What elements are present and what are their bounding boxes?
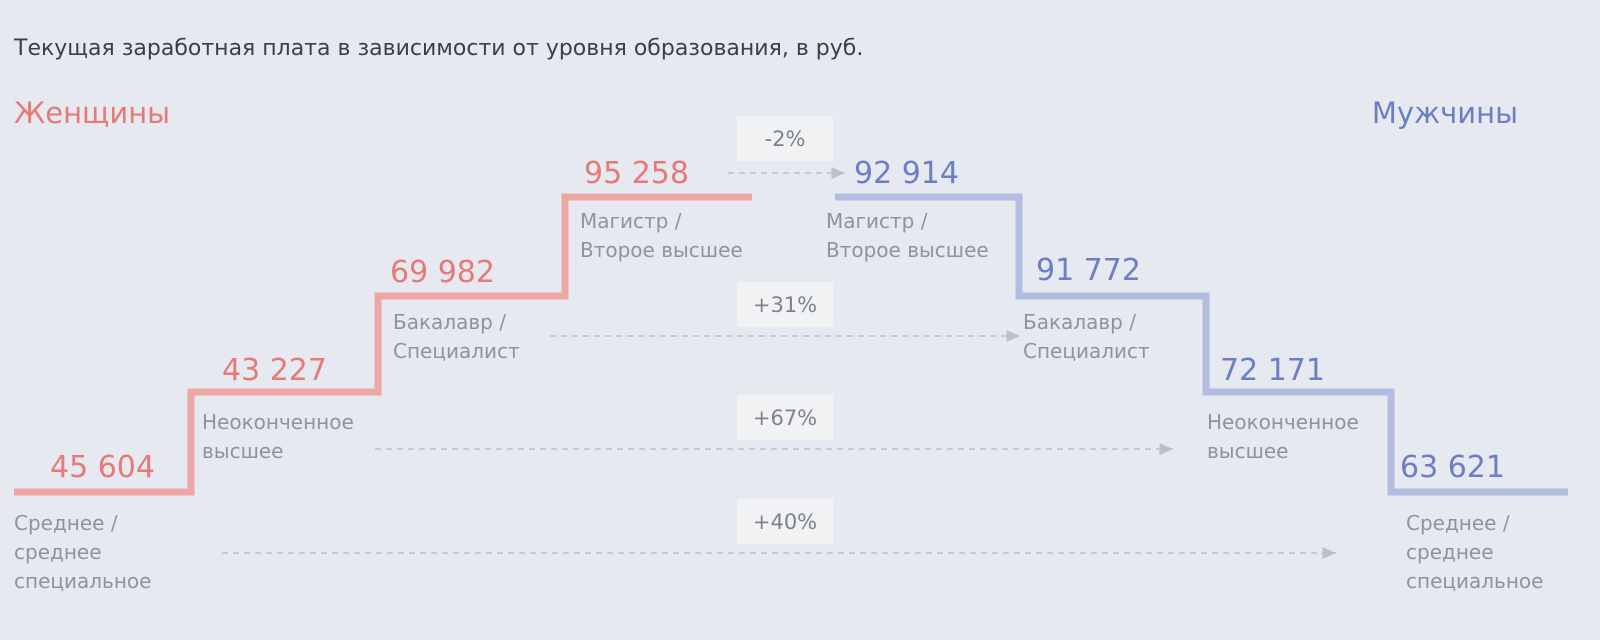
women-category-label: Среднее / среднее специальное bbox=[14, 511, 151, 593]
difference-badge bbox=[737, 116, 833, 161]
men-series-label: Мужчины bbox=[1371, 96, 1518, 130]
women-category-label: Неоконченное высшее bbox=[202, 410, 354, 463]
women-value-label: 45 604 bbox=[50, 450, 155, 485]
women-step-line bbox=[14, 193, 752, 496]
chart-title: Текущая заработная плата в зависимости о… bbox=[14, 36, 864, 61]
women-value-label: 69 982 bbox=[390, 255, 495, 290]
men-category-label: Магистр / Второе высшее bbox=[826, 209, 989, 262]
difference-label: +40% bbox=[753, 510, 817, 534]
men-category-label: Среднее / среднее специальное bbox=[1406, 511, 1543, 593]
men-value-label: 92 914 bbox=[854, 156, 959, 191]
men-value-label: 63 621 bbox=[1400, 450, 1505, 485]
men-step-line bbox=[835, 193, 1568, 496]
women-category-label: Магистр / Второе высшее bbox=[580, 209, 743, 262]
difference-label: -2% bbox=[765, 127, 806, 151]
women-value-label: 43 227 bbox=[222, 353, 327, 388]
difference-badge bbox=[737, 395, 833, 440]
difference-badge bbox=[737, 282, 833, 327]
men-category-label: Бакалавр / Специалист bbox=[1023, 310, 1150, 363]
difference-label: +67% bbox=[753, 406, 817, 430]
men-category-label: Неоконченное высшее bbox=[1207, 410, 1359, 463]
women-category-label: Бакалавр / Специалист bbox=[393, 310, 520, 363]
men-value-label: 72 171 bbox=[1220, 353, 1325, 388]
women-series-label: Женщины bbox=[14, 96, 171, 130]
men-value-label: 91 772 bbox=[1036, 253, 1141, 288]
difference-badge bbox=[737, 499, 833, 544]
women-value-label: 95 258 bbox=[584, 156, 689, 191]
difference-label: +31% bbox=[753, 293, 817, 317]
